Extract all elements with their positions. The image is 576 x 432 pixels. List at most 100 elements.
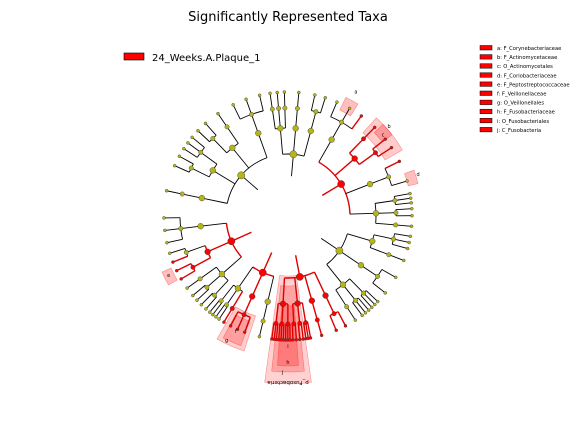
significant-node [359, 114, 364, 118]
tree-edge [218, 305, 229, 320]
tree-edge [169, 248, 186, 254]
significant-node [303, 320, 309, 325]
significant-node [297, 320, 303, 326]
taxon-node [177, 154, 182, 158]
taxa-legend-label-i: i: O_Fusobacteriales [497, 119, 549, 125]
tree-edge [278, 108, 281, 129]
taxon-node [197, 276, 203, 282]
significant-node [204, 248, 211, 255]
class-legend-swatch [123, 52, 145, 61]
tree-edge [352, 302, 363, 316]
significant-node [273, 320, 279, 326]
tree-edge [258, 320, 264, 337]
taxon-node [182, 146, 186, 151]
taxa-legend-swatch [479, 90, 493, 96]
taxon-node [297, 90, 301, 95]
tree-edge [360, 264, 378, 277]
tree-edge [294, 323, 298, 340]
tree-edge [384, 160, 400, 170]
taxon-node [409, 196, 413, 200]
taxon-node [269, 106, 275, 112]
tree-edge [294, 277, 299, 304]
taxon-node [237, 171, 246, 180]
tree-edge [375, 212, 396, 214]
tree-edge [186, 245, 206, 253]
tree-edge [377, 147, 392, 158]
tree-edge [358, 152, 376, 165]
tree-edge [166, 190, 183, 195]
taxon-node [217, 317, 221, 321]
tree-edge [200, 151, 218, 165]
taxon-node [376, 299, 380, 304]
taxon-node [276, 106, 281, 111]
taxa-legend-swatch [479, 118, 493, 124]
tree-edge [375, 222, 396, 226]
taxon-node [392, 198, 398, 203]
taxon-node [373, 302, 377, 307]
taxon-node [353, 318, 358, 322]
taxon-node [163, 228, 167, 233]
taxon-node [386, 174, 392, 180]
taxon-node [216, 111, 220, 116]
significant-node [175, 268, 179, 273]
tree-edge [369, 247, 389, 256]
clade-label-e: e [167, 273, 170, 279]
tree-edge [300, 323, 304, 340]
tree-edge [180, 270, 196, 280]
taxon-node [363, 311, 368, 315]
significant-node [389, 145, 394, 150]
tree-edge [271, 109, 276, 129]
significant-node [190, 264, 196, 270]
significant-node [298, 337, 302, 342]
tree-edge [279, 128, 284, 155]
taxon-node [313, 109, 319, 115]
tree-edge [373, 234, 394, 240]
taxon-node [402, 258, 406, 263]
highlight-e [161, 267, 178, 286]
tree-edge [221, 256, 242, 275]
tree-edge [187, 142, 202, 153]
taxon-node [386, 252, 392, 258]
tree-edge [292, 128, 297, 155]
significant-node [235, 327, 240, 331]
significant-node [249, 293, 256, 300]
taxon-node [409, 201, 414, 205]
clade-label-i: i [287, 344, 288, 350]
tree-edge [372, 282, 386, 294]
significant-node [296, 273, 304, 281]
tree-edge [301, 302, 307, 323]
taxon-node [162, 216, 166, 220]
tree-edge [231, 147, 250, 169]
tree-edge [166, 238, 183, 244]
tree-edge [281, 303, 284, 324]
tree-edge [349, 212, 376, 215]
tree-edge [269, 93, 273, 110]
tree-edge [236, 314, 245, 330]
tree-edge [284, 108, 286, 129]
significant-node [331, 311, 337, 317]
taxon-node [164, 189, 169, 193]
tree-edge [395, 208, 412, 211]
taxon-node [407, 240, 411, 245]
clade-label-f: f [235, 329, 237, 335]
tree-edge [183, 148, 198, 158]
taxa-legend-label-f: f: F_Veillonellaceae [497, 92, 546, 98]
tree-edge [180, 225, 201, 229]
taxon-node [328, 136, 335, 143]
tree-edge [306, 322, 312, 339]
taxon-node [282, 90, 287, 94]
taxon-node [218, 298, 224, 304]
tree-edge [196, 289, 210, 301]
tree-edge [388, 254, 404, 261]
taxa-legend-label-h: h: F_Fusobacteriaceae [497, 110, 555, 116]
tree-edge [303, 130, 312, 157]
tree-edge [174, 165, 190, 173]
taxon-node [335, 100, 339, 104]
tree-edges [164, 92, 413, 341]
significant-node [397, 159, 402, 164]
taxon-node [244, 97, 248, 101]
tree-edge [207, 240, 232, 253]
taxon-node [231, 103, 235, 107]
tree-edge [351, 115, 362, 130]
